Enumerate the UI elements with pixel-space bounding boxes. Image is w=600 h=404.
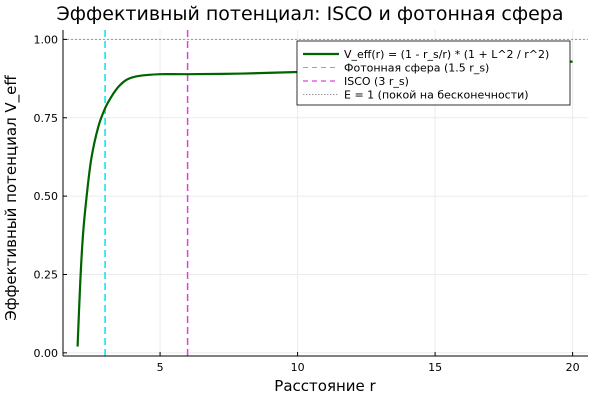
reference-lines [63, 30, 588, 356]
x-tick-label: 20 [566, 361, 580, 374]
legend-item-photon-sphere: Фотонная сфера (1.5 r_s) [303, 62, 489, 75]
legend-item-veff: V_eff(r) = (1 - r_s/r) * (1 + L^2 / r^2) [303, 48, 549, 61]
legend-label: Фотонная сфера (1.5 r_s) [344, 62, 489, 75]
y-tick-label: 0.50 [34, 190, 59, 203]
x-tick-label: 15 [428, 361, 442, 374]
y-axis-label: Эффективный потенциал V_eff [2, 75, 21, 321]
legend-item-e1: E = 1 (покой на бесконечности) [303, 89, 529, 102]
legend-label: E = 1 (покой на бесконечности) [344, 89, 529, 102]
y-tick-label: 1.00 [34, 33, 59, 46]
y-tick-label: 0.25 [34, 269, 59, 282]
chart-title: Эффективный потенциал: ISCO и фотонная с… [57, 3, 564, 25]
x-axis-label: Расстояние r [274, 377, 376, 395]
y-tick-label: 0.00 [34, 347, 59, 360]
legend: V_eff(r) = (1 - r_s/r) * (1 + L^2 / r^2)… [296, 40, 571, 106]
x-tick-label: 5 [157, 361, 164, 374]
legend-box [296, 40, 571, 106]
legend-label: ISCO (3 r_s) [344, 75, 409, 88]
axes: 5 10 15 20 0.00 0.25 0.50 0.75 1.00 [34, 30, 588, 374]
legend-label: V_eff(r) = (1 - r_s/r) * (1 + L^2 / r^2) [344, 48, 549, 61]
legend-item-isco: ISCO (3 r_s) [303, 75, 409, 88]
y-tick-label: 0.75 [34, 112, 59, 125]
x-tick-label: 10 [291, 361, 305, 374]
